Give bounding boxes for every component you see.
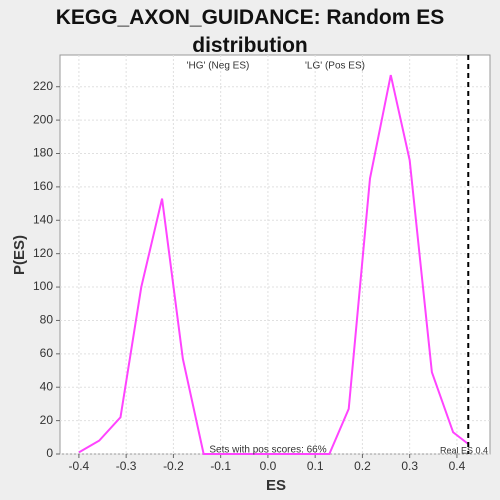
x-tick-label: 0.1 — [307, 459, 324, 473]
y-tick-label: 20 — [40, 413, 54, 427]
annotation: 'LG' (Pos ES) — [305, 61, 365, 72]
x-tick-label: -0.4 — [69, 459, 90, 473]
x-tick-label: 0.2 — [354, 459, 371, 473]
x-tick-label: -0.3 — [116, 459, 137, 473]
x-tick-label: -0.1 — [210, 459, 231, 473]
plot-area — [59, 54, 491, 455]
y-tick-label: 180 — [33, 146, 53, 160]
y-tick-label: 0 — [46, 446, 53, 460]
x-tick-label: 0.0 — [260, 459, 277, 473]
x-tick-label: 0.3 — [401, 459, 418, 473]
x-tick-label: 0.4 — [449, 459, 466, 473]
real-es-label: Real ES 0.4 — [440, 445, 488, 455]
y-tick-label: 60 — [40, 346, 54, 360]
annotation: 'HG' (Neg ES) — [187, 61, 250, 72]
x-axis-label: ES — [266, 477, 286, 494]
y-tick-label: 80 — [40, 313, 54, 327]
x-tick-label: -0.2 — [163, 459, 184, 473]
y-tick-label: 220 — [33, 79, 53, 93]
y-tick-label: 140 — [33, 212, 53, 226]
y-axis-label: P(ES) — [11, 235, 28, 275]
y-tick-label: 200 — [33, 112, 53, 126]
series-line — [78, 74, 469, 455]
y-tick-label: 100 — [33, 279, 53, 293]
y-tick-label: 120 — [33, 246, 53, 260]
y-tick-label: 40 — [40, 379, 54, 393]
annotation: Sets with pos scores: 66% — [209, 445, 326, 456]
chart-title: KEGG_AXON_GUIDANCE: Random ES distributi… — [55, 6, 445, 57]
y-tick-label: 160 — [33, 179, 53, 193]
